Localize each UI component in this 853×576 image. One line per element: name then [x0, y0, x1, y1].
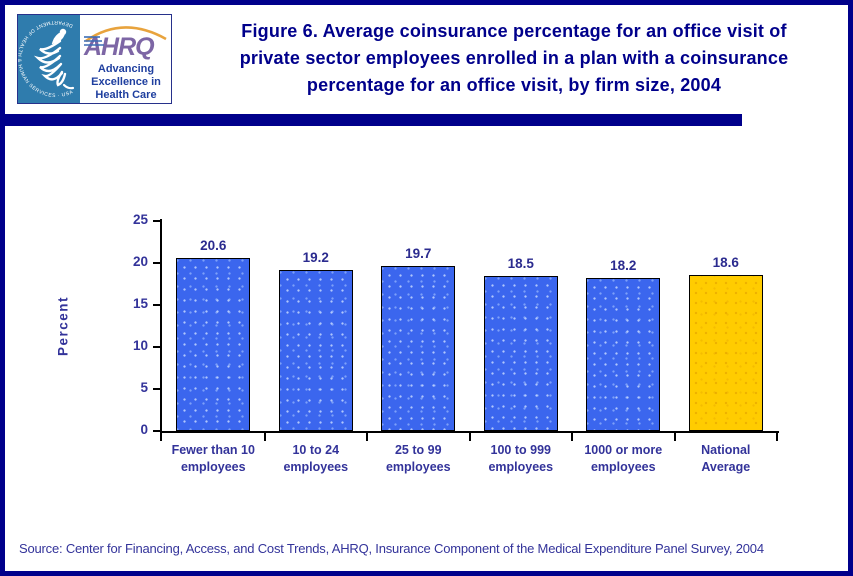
- x-axis-tick: [674, 433, 676, 441]
- bar-chart-plot-area: 20.6 19.2 19.7 18.5 18.2 18.6 0 5 10 15 20 25: [133, 212, 779, 441]
- bar-cell: 18.5: [470, 221, 573, 431]
- x-axis-tick: [160, 433, 162, 441]
- bar-gold: [688, 275, 763, 431]
- y-axis-tick: [153, 430, 160, 432]
- x-axis-category-label: Fewer than 10 employees: [171, 443, 255, 474]
- logo-graphic: DEPARTMENT OF HEALTH & HUMAN SERVICES · …: [18, 15, 171, 103]
- ahrq-hhs-logo: DEPARTMENT OF HEALTH & HUMAN SERVICES · …: [17, 14, 172, 104]
- bar-blue: [483, 276, 558, 431]
- bar-value-label: 18.6: [712, 255, 739, 270]
- bar-cell: 20.6: [162, 221, 265, 431]
- bar-series: 20.6 19.2 19.7 18.5 18.2 18.6: [162, 221, 777, 431]
- x-axis-tick: [366, 433, 368, 441]
- x-axis-category-label: 25 to 99 employees: [385, 443, 451, 474]
- y-axis-tick-label: 10: [132, 338, 148, 353]
- title-divider-bar: [5, 114, 742, 126]
- bar-cell: 18.6: [675, 221, 778, 431]
- y-axis-tick: [153, 346, 160, 348]
- x-axis-category-label: National Average: [701, 443, 751, 474]
- source-note: Source: Center for Financing, Access, an…: [19, 541, 764, 556]
- figure-title: Figure 6. Average coinsurance percentage…: [183, 18, 845, 99]
- x-axis-tick: [469, 433, 471, 441]
- y-axis-line: [160, 219, 162, 433]
- bar-blue: [278, 270, 353, 431]
- hhs-eagle-icon: [33, 28, 75, 90]
- bar-blue: [381, 266, 456, 431]
- svg-text:Health Care: Health Care: [95, 89, 156, 101]
- x-axis-category-labels: Fewer than 10 employees 10 to 24 employees 2…: [162, 442, 777, 476]
- figure-title-line: Figure 6. Average coinsurance percentage…: [241, 21, 787, 41]
- bar-value-label: 19.7: [405, 246, 432, 261]
- bar-value-label: 18.5: [507, 256, 534, 271]
- y-axis-tick-label: 25: [132, 212, 148, 227]
- x-axis-category-label: 100 to 999 employees: [488, 443, 554, 474]
- x-axis-category-label: 1000 or more employees: [584, 443, 663, 474]
- y-axis-tick: [153, 220, 160, 222]
- bar-cell: 18.2: [572, 221, 675, 431]
- y-axis-tick: [153, 304, 160, 306]
- x-axis-category-label: 10 to 24 employees: [283, 443, 349, 474]
- x-axis-line: [160, 431, 779, 433]
- bar-blue: [586, 278, 661, 431]
- svg-text:Advancing: Advancing: [98, 63, 154, 75]
- bar-value-label: 19.2: [302, 250, 329, 265]
- ahrq-tagline: Advancing Excellence in Health Care: [91, 63, 161, 101]
- bar-cell: 19.2: [265, 221, 368, 431]
- y-axis-title: Percent: [55, 295, 71, 357]
- ahrq-panel-background: [80, 15, 171, 103]
- y-axis-tick: [153, 388, 160, 390]
- x-axis-tick: [571, 433, 573, 441]
- y-axis-tick: [153, 262, 160, 264]
- y-axis-tick-label: 5: [140, 380, 148, 395]
- bar-value-label: 18.2: [610, 258, 637, 273]
- x-axis-tick: [776, 433, 778, 441]
- bar-cell: 19.7: [367, 221, 470, 431]
- ahrq-stripes-icon: [84, 36, 104, 46]
- ahrq-wordmark: AHRQ: [83, 33, 156, 61]
- x-axis-tick: [264, 433, 266, 441]
- bar-blue: [176, 258, 251, 431]
- figure-title-line: percentage for an office visit, by firm …: [306, 75, 722, 95]
- y-axis-tick-label: 0: [140, 422, 148, 437]
- svg-text:Excellence in: Excellence in: [91, 76, 161, 88]
- y-axis-tick-label: 15: [132, 296, 148, 311]
- figure-title-line: private sector employees enrolled in a p…: [239, 48, 789, 68]
- y-axis-tick-label: 20: [132, 254, 148, 269]
- bar-value-label: 20.6: [200, 238, 227, 253]
